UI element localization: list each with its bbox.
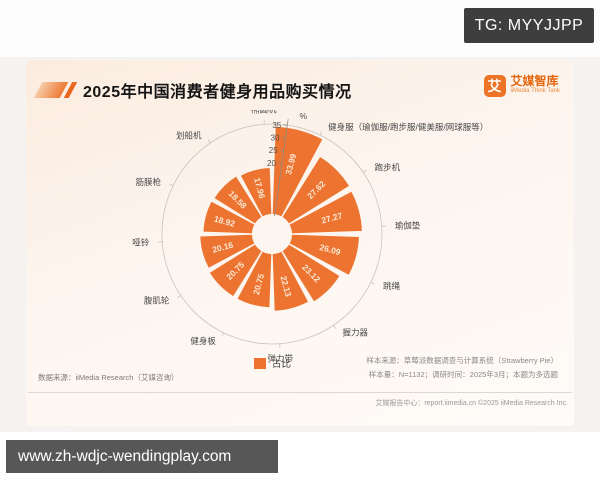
axis-tick bbox=[279, 149, 284, 152]
top-watermark-text: TG: MYYJJPP bbox=[474, 16, 584, 34]
axis-tick bbox=[277, 162, 282, 164]
outer-ring bbox=[161, 123, 383, 345]
page-title: 2025年中国消费者健身用品购买情况 bbox=[83, 84, 352, 101]
ring-tick bbox=[370, 281, 375, 285]
title-row: 2025年中国消费者健身用品购买情况 bbox=[33, 78, 352, 102]
category-label: 跳绳 bbox=[383, 281, 401, 291]
category-label: 健身板 bbox=[190, 336, 216, 346]
title-accent-icon bbox=[33, 82, 78, 98]
category-label: 健身服（瑜伽服/跑步服/健美服/网球服等） bbox=[328, 122, 488, 132]
chart-wedge bbox=[289, 191, 362, 234]
category-label: 筋膜枪 bbox=[136, 177, 162, 187]
chart-wedge bbox=[200, 234, 255, 268]
chart-wedge bbox=[282, 157, 349, 224]
axis-tick bbox=[281, 136, 286, 139]
category-label: 椭圆机 bbox=[251, 110, 277, 114]
ring-tick bbox=[319, 131, 323, 136]
chart-wedge bbox=[282, 244, 340, 302]
category-label: 弹力带 bbox=[268, 354, 294, 364]
iimedia-logo-tagline: iiMedia Think Tank bbox=[510, 88, 560, 95]
bottom-watermark-box: www.zh-wdjc-wendingplay.com bbox=[6, 440, 278, 473]
chart-wedge bbox=[203, 201, 255, 234]
rose-chart: 33.99健身服（瑜伽服/跑步服/健美服/网球服等）27.62跑步机27.27瑜… bbox=[132, 110, 488, 364]
axis-tick-label: 20 bbox=[267, 159, 276, 168]
sample-info-note: 样本量：N=1132；调研时间：2025年3月；本题为多选题 bbox=[368, 370, 558, 379]
footer-divider bbox=[28, 392, 572, 393]
chart-wedge bbox=[237, 251, 272, 308]
legend-swatch bbox=[254, 357, 266, 369]
axis-tick-label: 30 bbox=[271, 133, 280, 142]
category-label: 瑜伽垫 bbox=[395, 221, 421, 231]
chart-wedge bbox=[289, 234, 359, 275]
chart-wedge bbox=[241, 168, 272, 217]
report-center-note: 艾媒报告中心：report.iimedia.cn ©2025 iiMedia R… bbox=[375, 400, 568, 407]
ring-tick bbox=[177, 295, 182, 299]
chart-wedge bbox=[272, 251, 308, 311]
iimedia-logo: 艾 艾媒智库 iiMedia Think Tank bbox=[483, 74, 560, 97]
ring-tick bbox=[333, 324, 337, 329]
report-card: 2025年中国消费者健身用品购买情况 艾 艾媒智库 iiMedia Think … bbox=[26, 60, 574, 426]
axis-tick bbox=[283, 124, 288, 126]
category-label: 哑铃 bbox=[132, 237, 150, 247]
legend-label: 占比 bbox=[272, 359, 292, 370]
chart-wedge bbox=[209, 244, 262, 297]
bottom-watermark-text: www.zh-wdjc-wendingplay.com bbox=[18, 447, 232, 465]
axis-unit-label: % bbox=[299, 111, 307, 121]
axis-tick-label: 25 bbox=[269, 146, 278, 155]
data-source-note: 数据来源：iiMedia Research（艾媒咨询） bbox=[38, 373, 179, 382]
category-label: 握力器 bbox=[343, 328, 369, 338]
sample-notes: 样本来源：草莓派数据调查与计算系统（Strawberry Pie） 样本量：N=… bbox=[366, 354, 558, 382]
top-watermark-box: TG: MYYJJPP bbox=[464, 8, 594, 43]
chart-wedge bbox=[272, 126, 323, 217]
chart-wedge bbox=[214, 176, 262, 224]
ring-tick bbox=[221, 332, 225, 337]
category-label: 跑步机 bbox=[375, 162, 401, 172]
radial-axis bbox=[274, 119, 289, 217]
ring-tick bbox=[169, 183, 174, 187]
ring-tick bbox=[362, 169, 367, 173]
ring-tick bbox=[207, 139, 211, 144]
iimedia-logo-icon: 艾 bbox=[483, 75, 506, 97]
category-label: 腹肌轮 bbox=[144, 296, 170, 306]
axis-tick-label: 35 bbox=[272, 121, 281, 130]
sample-source-note: 样本来源：草莓派数据调查与计算系统（Strawberry Pie） bbox=[366, 356, 558, 365]
chart-legend: 占比 bbox=[254, 356, 291, 370]
iimedia-logo-name: 艾媒智库 bbox=[510, 74, 559, 88]
category-label: 划船机 bbox=[176, 130, 202, 140]
